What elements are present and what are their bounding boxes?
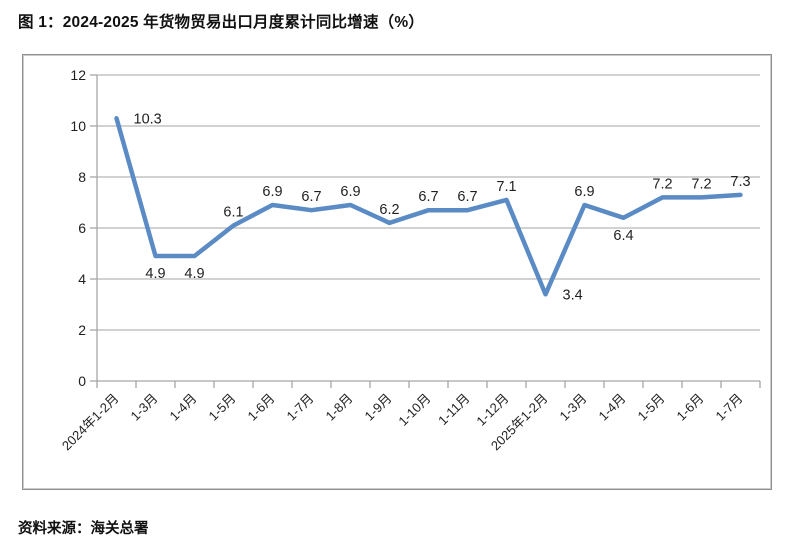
x-axis-label: 1-6月 (245, 391, 278, 424)
data-label: 6.4 (613, 228, 633, 244)
x-axis-label: 2024年1-2月 (59, 391, 122, 454)
data-label: 10.3 (134, 111, 162, 127)
data-label: 6.7 (457, 189, 477, 205)
x-axis-label: 1-4月 (596, 391, 629, 424)
data-label: 7.3 (730, 174, 750, 190)
y-axis-label: 6 (78, 220, 86, 236)
chart-frame: 0 2 4 6 8 10 12 2024年1-2月 1-3月 1-4月 1-5月 1-6月 1-7月 1-… (22, 54, 772, 490)
data-label: 4.9 (184, 266, 204, 282)
x-axis-label: 1-3月 (557, 391, 590, 424)
y-axis-label: 10 (70, 118, 86, 134)
series-line (114, 116, 743, 297)
y-axis-label: 8 (78, 169, 86, 185)
y-axis-label: 0 (78, 373, 86, 389)
chart-title: 图 1：2024-2025 年货物贸易出口月度累计同比增速（%） (18, 14, 425, 31)
y-axis-label: 4 (78, 271, 86, 287)
data-label: 6.1 (223, 204, 243, 220)
x-axis-label: 1-10月 (395, 391, 433, 429)
x-axis-label: 1-12月 (473, 391, 511, 429)
x-axis-label: 1-7月 (284, 391, 317, 424)
data-label: 6.9 (574, 184, 594, 200)
source-note: 资料来源：海关总署 (18, 521, 149, 537)
x-axis-label: 1-5月 (206, 391, 239, 424)
data-label: 7.1 (496, 179, 516, 195)
data-label: 7.2 (691, 176, 711, 192)
x-axis-label: 1-5月 (635, 391, 668, 424)
data-label: 6.9 (262, 184, 282, 200)
x-axis-label: 1-7月 (713, 391, 746, 424)
x-axis-label: 1-4月 (167, 391, 200, 424)
data-label: 6.7 (418, 189, 438, 205)
x-axis-label: 1-6月 (674, 391, 707, 424)
y-axis-label: 12 (70, 67, 86, 83)
y-axis-label: 2 (78, 322, 86, 338)
data-label: 6.2 (379, 202, 399, 218)
data-label: 4.9 (145, 266, 165, 282)
x-axis-label: 1-11月 (435, 391, 473, 429)
x-axis-label: 1-8月 (323, 391, 356, 424)
data-label: 3.4 (563, 287, 583, 303)
data-label: 6.7 (301, 189, 321, 205)
data-label: 6.9 (340, 184, 360, 200)
x-axis-label: 1-3月 (128, 391, 161, 424)
data-label: 7.2 (652, 176, 672, 192)
x-axis-label: 1-9月 (362, 391, 395, 424)
